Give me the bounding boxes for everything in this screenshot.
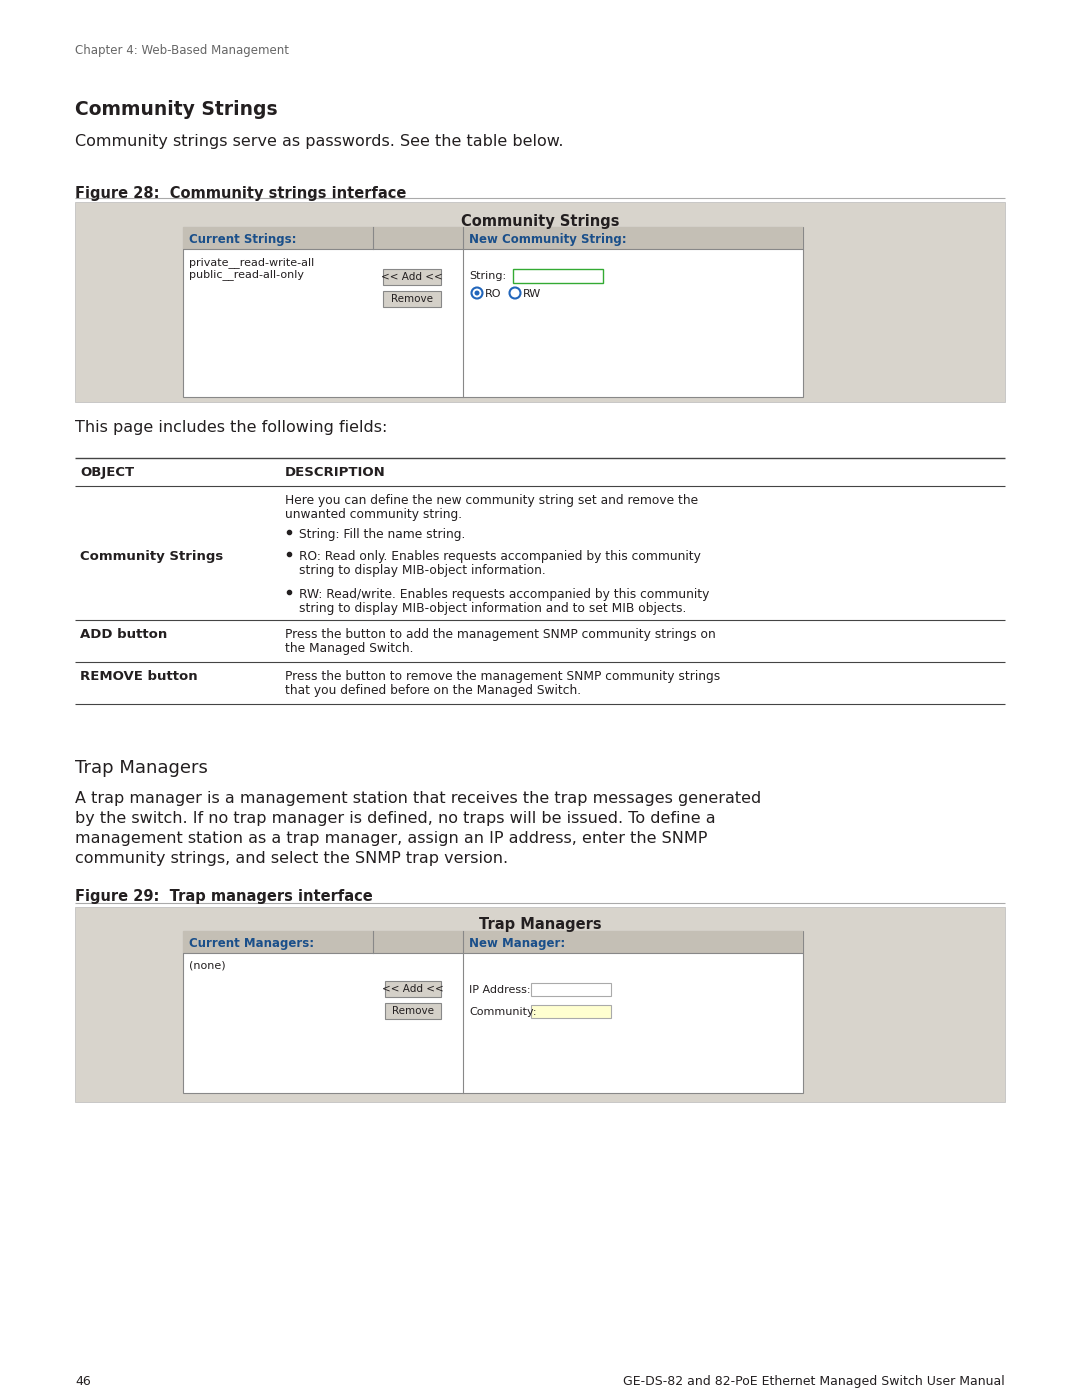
FancyBboxPatch shape bbox=[183, 226, 804, 397]
Circle shape bbox=[472, 288, 483, 299]
Text: << Add <<: << Add << bbox=[382, 983, 444, 995]
Text: New Community String:: New Community String: bbox=[469, 233, 626, 246]
Text: public__read-all-only: public__read-all-only bbox=[189, 270, 303, 279]
FancyBboxPatch shape bbox=[531, 1004, 611, 1018]
Text: by the switch. If no trap manager is defined, no traps will be issued. To define: by the switch. If no trap manager is def… bbox=[75, 812, 716, 826]
FancyBboxPatch shape bbox=[531, 983, 611, 996]
FancyBboxPatch shape bbox=[183, 930, 804, 1092]
FancyBboxPatch shape bbox=[183, 226, 804, 249]
Text: Current Managers:: Current Managers: bbox=[189, 937, 314, 950]
Text: Figure 29:  Trap managers interface: Figure 29: Trap managers interface bbox=[75, 888, 373, 904]
Text: Press the button to remove the management SNMP community strings: Press the button to remove the managemen… bbox=[285, 671, 720, 683]
Text: string to display MIB-object information and to set MIB objects.: string to display MIB-object information… bbox=[299, 602, 687, 615]
FancyBboxPatch shape bbox=[75, 203, 1005, 402]
Text: private__read-write-all: private__read-write-all bbox=[189, 257, 314, 268]
Text: Community Strings: Community Strings bbox=[75, 101, 278, 119]
Text: This page includes the following fields:: This page includes the following fields: bbox=[75, 420, 388, 434]
Text: RO: RO bbox=[485, 289, 501, 299]
Text: community strings, and select the SNMP trap version.: community strings, and select the SNMP t… bbox=[75, 851, 508, 866]
Text: (none): (none) bbox=[189, 961, 226, 971]
Text: Figure 28:  Community strings interface: Figure 28: Community strings interface bbox=[75, 186, 406, 201]
Text: the Managed Switch.: the Managed Switch. bbox=[285, 643, 414, 655]
FancyBboxPatch shape bbox=[383, 291, 441, 307]
FancyBboxPatch shape bbox=[384, 981, 441, 997]
Text: New Manager:: New Manager: bbox=[469, 937, 565, 950]
Text: OBJECT: OBJECT bbox=[80, 467, 134, 479]
Text: String: Fill the name string.: String: Fill the name string. bbox=[299, 528, 465, 541]
Text: << Add <<: << Add << bbox=[381, 272, 443, 282]
Text: RW: RW bbox=[523, 289, 541, 299]
Text: Remove: Remove bbox=[391, 293, 433, 305]
Text: A trap manager is a management station that receives the trap messages generated: A trap manager is a management station t… bbox=[75, 791, 761, 806]
Text: IP Address:: IP Address: bbox=[469, 985, 530, 995]
Text: 46: 46 bbox=[75, 1375, 91, 1389]
Text: Chapter 4: Web-Based Management: Chapter 4: Web-Based Management bbox=[75, 43, 289, 57]
Text: GE-DS-82 and 82-PoE Ethernet Managed Switch User Manual: GE-DS-82 and 82-PoE Ethernet Managed Swi… bbox=[623, 1375, 1005, 1389]
Text: Press the button to add the management SNMP community strings on: Press the button to add the management S… bbox=[285, 629, 716, 641]
Text: String:: String: bbox=[469, 271, 507, 281]
Text: Remove: Remove bbox=[392, 1006, 434, 1016]
Text: that you defined before on the Managed Switch.: that you defined before on the Managed S… bbox=[285, 685, 581, 697]
Text: RO: Read only. Enables requests accompanied by this community: RO: Read only. Enables requests accompan… bbox=[299, 550, 701, 563]
Circle shape bbox=[474, 291, 480, 296]
Text: Community Strings: Community Strings bbox=[461, 214, 619, 229]
Text: Community Strings: Community Strings bbox=[80, 550, 224, 563]
Text: Here you can define the new community string set and remove the: Here you can define the new community st… bbox=[285, 495, 698, 507]
Text: RW: Read/write. Enables requests accompanied by this community: RW: Read/write. Enables requests accompa… bbox=[299, 588, 710, 601]
Text: ADD button: ADD button bbox=[80, 629, 167, 641]
Circle shape bbox=[510, 288, 521, 299]
Text: string to display MIB-object information.: string to display MIB-object information… bbox=[299, 564, 545, 577]
Text: DESCRIPTION: DESCRIPTION bbox=[285, 467, 386, 479]
Text: unwanted community string.: unwanted community string. bbox=[285, 509, 462, 521]
Text: Community:: Community: bbox=[469, 1007, 537, 1017]
Text: Trap Managers: Trap Managers bbox=[478, 916, 602, 932]
Text: Community strings serve as passwords. See the table below.: Community strings serve as passwords. Se… bbox=[75, 134, 564, 149]
Text: Current Strings:: Current Strings: bbox=[189, 233, 297, 246]
FancyBboxPatch shape bbox=[384, 1003, 441, 1018]
FancyBboxPatch shape bbox=[75, 907, 1005, 1102]
Text: REMOVE button: REMOVE button bbox=[80, 671, 198, 683]
Text: management station as a trap manager, assign an IP address, enter the SNMP: management station as a trap manager, as… bbox=[75, 831, 707, 847]
FancyBboxPatch shape bbox=[383, 270, 441, 285]
Text: Trap Managers: Trap Managers bbox=[75, 759, 207, 777]
FancyBboxPatch shape bbox=[513, 270, 603, 284]
FancyBboxPatch shape bbox=[183, 930, 804, 953]
